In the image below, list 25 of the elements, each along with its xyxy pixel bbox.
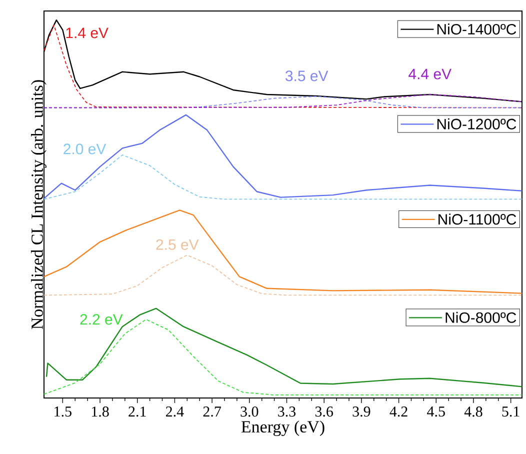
series-label: 2.5 eV bbox=[156, 239, 199, 250]
x-tick-label: 4.2 bbox=[390, 406, 408, 417]
series-label: 3.5 eV bbox=[286, 70, 328, 82]
series-label: 2.0 eV bbox=[64, 144, 106, 154]
series-label: 2.2 eV bbox=[80, 314, 123, 325]
x-tick-label: 3.6 bbox=[315, 406, 334, 417]
y-axis-title: Normalized CL Intensity (arb. units) bbox=[31, 80, 46, 330]
x-tick-label: 1.5 bbox=[54, 406, 72, 417]
x-tick-label: 4.5 bbox=[427, 406, 445, 417]
legend-label: NiO-1400ºC bbox=[437, 24, 516, 35]
x-tick-label: 3.9 bbox=[352, 406, 370, 417]
x-tick-label: 3.3 bbox=[278, 406, 296, 417]
x-tick-label: 2.4 bbox=[166, 406, 184, 417]
legend-label: NiO-1100ºC bbox=[438, 214, 516, 225]
x-tick-label: 5.1 bbox=[502, 406, 520, 417]
series-label: 4.4 eV bbox=[408, 68, 452, 80]
x-tick-label: 2.7 bbox=[203, 406, 221, 417]
x-axis-title: Energy (eV) bbox=[241, 420, 324, 436]
legend-label: NiO-1200ºC bbox=[437, 118, 516, 130]
legend-label: NiO-800ºC bbox=[446, 312, 516, 323]
series-label: 1.4 eV bbox=[66, 28, 108, 38]
x-tick-label: 1.8 bbox=[92, 406, 109, 417]
x-tick-label: 3.0 bbox=[240, 406, 258, 417]
x-tick-label: 2.1 bbox=[128, 406, 146, 417]
x-tick-label: 4.8 bbox=[464, 406, 482, 417]
